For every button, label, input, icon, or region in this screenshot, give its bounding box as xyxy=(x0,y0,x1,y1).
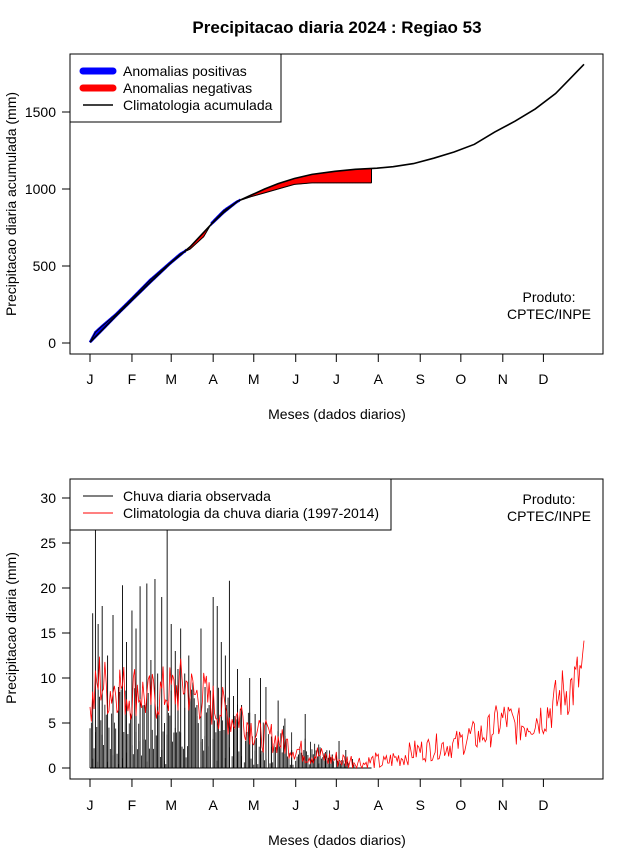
daily-y-tick-label: 20 xyxy=(40,580,56,596)
accumulated-chart: J F M A M J J A S O N D 0 500 1000 1500 Meses (dados di… xyxy=(3,53,604,422)
daily-y-tick-label: 0 xyxy=(48,760,56,776)
accumulated-product-label: Produto: xyxy=(523,289,576,305)
negative-anomaly-segment xyxy=(322,172,326,184)
negative-anomaly-segment xyxy=(327,171,332,184)
climatology-accumulated-line xyxy=(89,63,585,343)
figure-title: Precipitacao diaria 2024 : Regiao 53 xyxy=(192,18,481,37)
accumulated-x-tick-label: J xyxy=(87,371,94,387)
negative-anomaly-segment xyxy=(346,169,351,184)
daily-x-tick-label: O xyxy=(455,797,466,813)
accumulated-product-source: CPTEC/INPE xyxy=(507,306,591,322)
daily-x-tick-label: F xyxy=(128,797,137,813)
negative-anomaly-segment xyxy=(354,168,359,184)
daily-chart: J F M A M J J A S O N D 0 5 10 15 20 25 30 Meses (dados di… xyxy=(3,478,604,848)
daily-x-tick-label: J xyxy=(292,797,299,813)
accumulated-x-tick-label: M xyxy=(165,371,177,387)
negative-anomaly-segment xyxy=(352,168,356,184)
daily-y-tick-label: 30 xyxy=(40,490,56,506)
negative-anomaly-segment xyxy=(319,172,324,184)
daily-x-tick-label: M xyxy=(248,797,260,813)
daily-x-tick-label: A xyxy=(374,797,384,813)
daily-product-label: Produto: xyxy=(523,491,576,507)
accumulated-y-tick-label: 1000 xyxy=(25,181,56,197)
daily-x-tick-label: J xyxy=(333,797,340,813)
accumulated-x-tick-label: S xyxy=(416,371,425,387)
daily-x-tick-label: J xyxy=(87,797,94,813)
daily-y-axis-label: Precipitacao diaria (mm) xyxy=(3,552,19,704)
legend-positive-label: Anomalias positivas xyxy=(123,63,247,79)
accumulated-x-tick-label: F xyxy=(128,371,137,387)
negative-anomaly-segment xyxy=(363,168,367,184)
negative-anomaly-segment xyxy=(360,168,364,184)
observed-accumulated-line xyxy=(89,182,372,343)
legend-climatology-daily-label: Climatologia da chuva diaria (1997-2014) xyxy=(123,505,379,521)
daily-x-tick-label: S xyxy=(416,797,425,813)
accumulated-y-tick-label: 0 xyxy=(48,335,56,351)
accumulated-y-axis-label: Precipitacao diaria acumulada (mm) xyxy=(3,92,19,316)
negative-anomaly-segment xyxy=(344,169,348,184)
accumulated-x-tick-label: J xyxy=(333,371,340,387)
accumulated-x-tick-label: O xyxy=(455,371,466,387)
accumulated-x-tick-label: M xyxy=(248,371,260,387)
negative-anomaly-segment xyxy=(317,172,321,184)
negative-anomaly-segment xyxy=(336,170,340,184)
daily-x-tick-label: N xyxy=(498,797,508,813)
negative-anomaly-segment xyxy=(325,171,329,184)
legend-climatology-label: Climatologia acumulada xyxy=(123,97,273,113)
negative-anomaly-segment xyxy=(365,168,370,184)
negative-anomaly-segment xyxy=(349,169,353,184)
accumulated-x-tick-label: J xyxy=(292,371,299,387)
negative-anomaly-segment xyxy=(357,168,361,184)
negative-anomaly-segment xyxy=(333,170,337,184)
accumulated-x-tick-label: A xyxy=(374,371,384,387)
accumulated-y-tick-label: 1500 xyxy=(25,104,56,120)
daily-y-tick-label: 5 xyxy=(48,715,56,731)
climatology-daily-line xyxy=(89,640,585,770)
legend-observed-label: Chuva diaria observada xyxy=(123,488,271,504)
daily-x-axis-label: Meses (dados diarios) xyxy=(268,832,406,848)
negative-anomaly-segment xyxy=(314,173,318,184)
daily-product-source: CPTEC/INPE xyxy=(507,508,591,524)
negative-anomaly-segment xyxy=(311,173,315,184)
daily-legend: Chuva diaria observada Climatologia da c… xyxy=(69,478,392,531)
accumulated-x-tick-label: D xyxy=(538,371,548,387)
daily-x-tick-label: M xyxy=(165,797,177,813)
accumulated-plot-frame xyxy=(69,53,604,355)
daily-y-tick-label: 10 xyxy=(40,670,56,686)
accumulated-x-tick-label: A xyxy=(208,371,218,387)
negative-anomaly-segment xyxy=(341,170,345,184)
accumulated-x-tick-label: N xyxy=(498,371,508,387)
negative-anomaly-segment xyxy=(330,171,334,184)
daily-y-tick-label: 15 xyxy=(40,625,56,641)
accumulated-y-tick-label: 500 xyxy=(33,258,57,274)
accumulated-x-axis-label: Meses (dados diarios) xyxy=(268,406,406,422)
daily-legend-box xyxy=(69,478,392,531)
accumulated-legend: Anomalias positivas Anomalias negativas … xyxy=(69,53,282,123)
daily-x-tick-label: D xyxy=(538,797,548,813)
daily-y-tick-label: 25 xyxy=(40,535,56,551)
negative-anomaly-segment xyxy=(338,170,343,184)
daily-x-tick-label: A xyxy=(208,797,218,813)
legend-negative-label: Anomalias negativas xyxy=(123,80,252,96)
